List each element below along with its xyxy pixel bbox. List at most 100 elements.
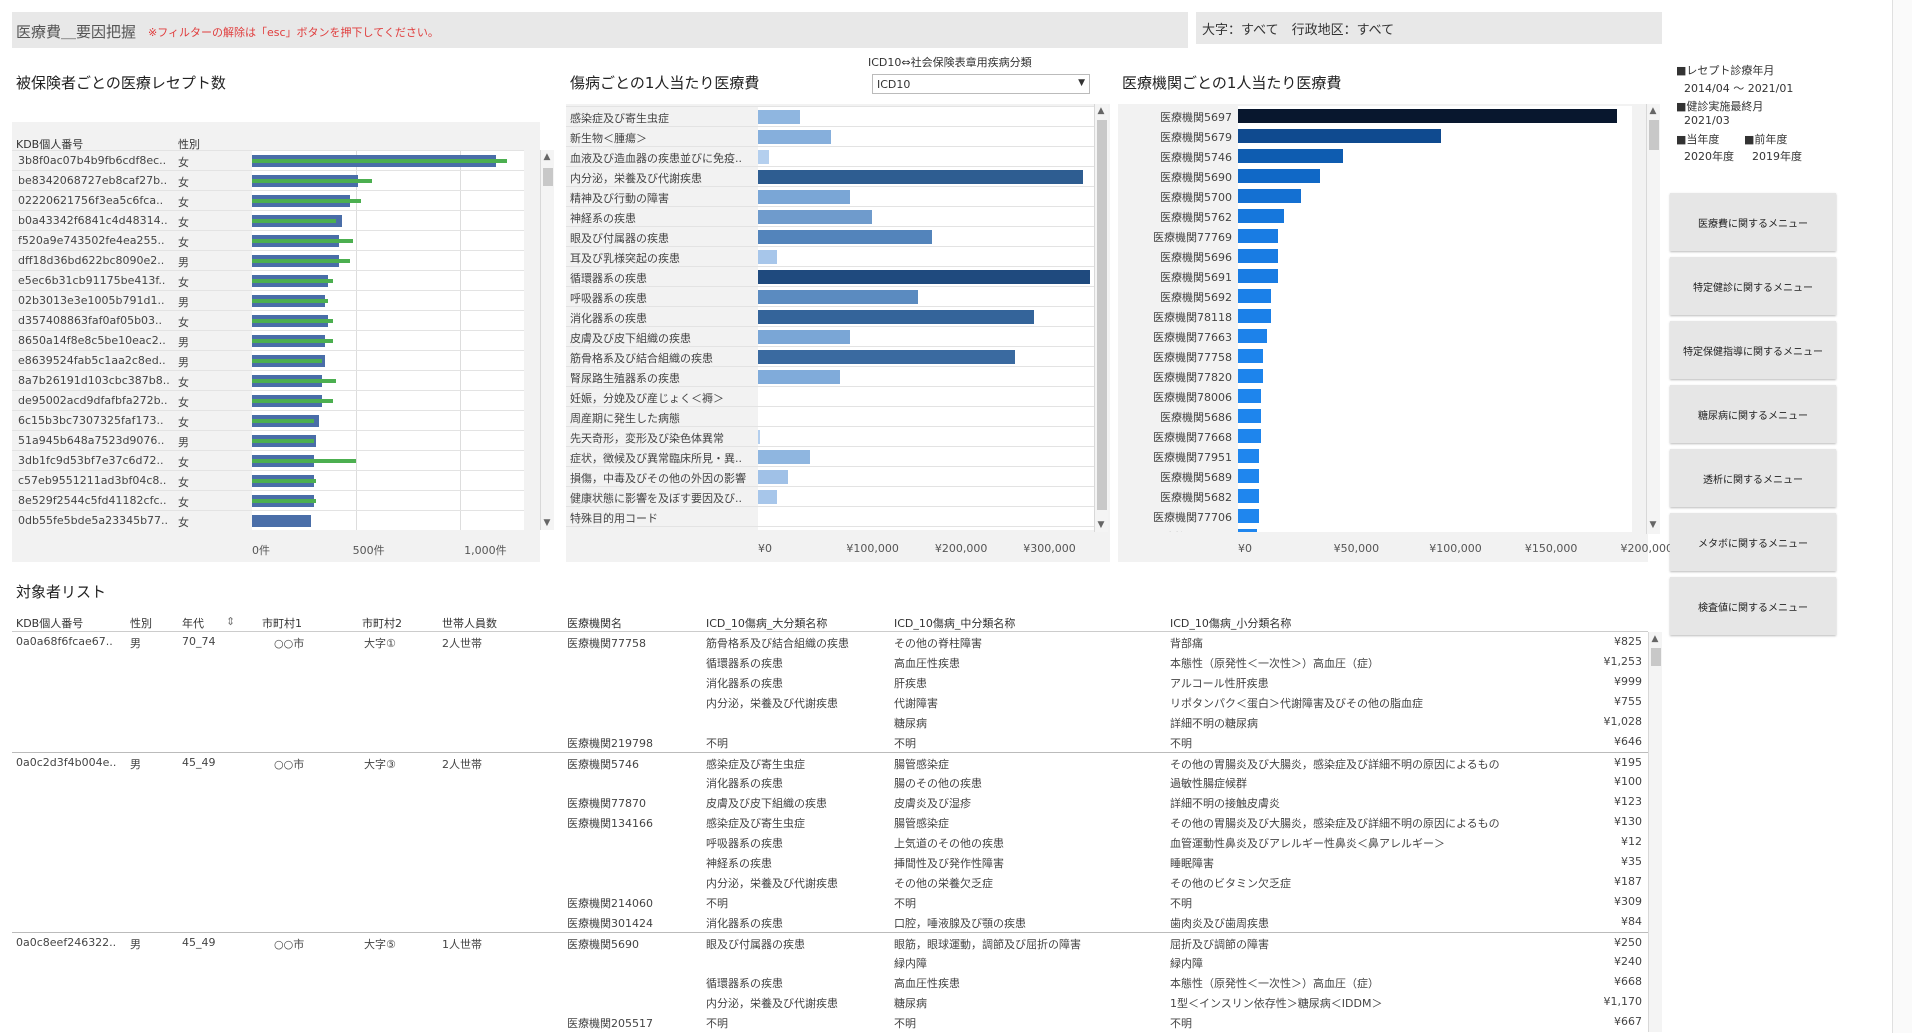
table-row[interactable]: 医療機関78076 bbox=[1118, 526, 1632, 532]
disease-label[interactable]: 眼及び付属器の疾患 bbox=[570, 232, 669, 245]
disease-cost-bar[interactable] bbox=[758, 250, 778, 264]
table-row[interactable]: 症状，徴候及び異常臨床所見・異.. bbox=[566, 446, 1094, 466]
institution-cost-bar[interactable] bbox=[1238, 149, 1344, 163]
disease-cost-bar[interactable] bbox=[758, 370, 841, 384]
disease-cost-bar[interactable] bbox=[758, 290, 919, 304]
table-row[interactable]: 呼吸器系の疾患 上気道のその他の疾患 血管運動性鼻炎及びアレルギー性鼻炎＜鼻アレルギ… bbox=[12, 832, 1648, 852]
reference-bar[interactable] bbox=[252, 239, 353, 243]
patient-id[interactable]: e5ec6b31cb91175be413f.. bbox=[18, 274, 166, 287]
disease-label[interactable]: 耳及び乳様突起の疾患 bbox=[570, 252, 680, 265]
institution-label[interactable]: 医療機関5692 bbox=[1160, 291, 1232, 304]
institution-cost-bar[interactable] bbox=[1238, 489, 1260, 503]
reference-bar[interactable] bbox=[252, 279, 334, 283]
institution-cost-bar[interactable] bbox=[1238, 509, 1260, 523]
table-row[interactable]: e8639524fab5c1aa2c8ed.. 男 bbox=[12, 350, 524, 370]
scroll-up-icon[interactable]: ▲ bbox=[1097, 106, 1105, 116]
table-row[interactable]: 新生物＜腫瘍＞ bbox=[566, 126, 1094, 146]
institution-label[interactable]: 医療機関78006 bbox=[1153, 391, 1232, 404]
table-row[interactable]: 糖尿病 詳細不明の糖尿病 ¥1,028 bbox=[12, 712, 1648, 732]
menu-button-dialysis[interactable]: 透析に関するメニュー bbox=[1670, 449, 1836, 507]
reference-bar[interactable] bbox=[252, 339, 334, 343]
table-row[interactable]: 医療機関5700 bbox=[1118, 186, 1632, 206]
table-row[interactable]: 医療機関219798 不明 不明 不明 ¥646 bbox=[12, 732, 1648, 752]
col-header-icd-major[interactable]: ICD_10傷病_大分類名称 bbox=[706, 617, 828, 630]
table-row[interactable]: f520a9e743502fe4ea255.. 女 bbox=[12, 230, 524, 250]
table-row[interactable]: 3b8f0ac07b4b9fb6cdf8ec.. 女 bbox=[12, 150, 524, 170]
table-row[interactable]: 医療機関5746 bbox=[1118, 146, 1632, 166]
sort-icon[interactable]: ⇕ bbox=[226, 615, 236, 628]
table-row[interactable]: d357408863faf0af05b03.. 女 bbox=[12, 310, 524, 330]
table-row[interactable]: 医療機関5686 bbox=[1118, 406, 1632, 426]
institution-label[interactable]: 医療機関5682 bbox=[1160, 491, 1232, 504]
institution-label[interactable]: 医療機関78118 bbox=[1153, 311, 1232, 324]
table-row[interactable]: 先天奇形，変形及び染色体異常 bbox=[566, 426, 1094, 446]
institution-label[interactable]: 医療機関77663 bbox=[1153, 331, 1232, 344]
institution-cost-bar[interactable] bbox=[1238, 469, 1260, 483]
institution-label[interactable]: 医療機関5696 bbox=[1160, 251, 1232, 264]
disease-label[interactable]: 消化器系の疾患 bbox=[570, 312, 647, 325]
chevron-down-icon[interactable]: ▼ bbox=[1078, 78, 1085, 88]
target-list-scrollbar[interactable]: ▲ bbox=[1648, 632, 1662, 1032]
disease-cost-bar[interactable] bbox=[758, 490, 777, 504]
table-row[interactable]: 3db1fc9d53bf7e37c6d72.. 女 bbox=[12, 450, 524, 470]
patient-id[interactable]: e8639524fab5c1aa2c8ed.. bbox=[18, 354, 166, 367]
institution-label[interactable]: 医療機関77706 bbox=[1153, 511, 1232, 524]
menu-button-health-guidance[interactable]: 特定保健指導に関するメニュー bbox=[1670, 321, 1836, 379]
disease-label[interactable]: 損傷，中毒及びその他の外因の影響 bbox=[570, 472, 746, 485]
institution-cost-bar[interactable] bbox=[1238, 309, 1271, 323]
table-row[interactable]: 循環器系の疾患 bbox=[566, 266, 1094, 286]
institution-cost-bar[interactable] bbox=[1238, 109, 1617, 123]
disease-cost-bar[interactable] bbox=[758, 470, 789, 484]
table-row[interactable]: 医療機関78118 bbox=[1118, 306, 1632, 326]
disease-label[interactable]: 感染症及び寄生虫症 bbox=[570, 112, 669, 125]
institution-label[interactable]: 医療機関5700 bbox=[1160, 191, 1232, 204]
reference-bar[interactable] bbox=[252, 199, 362, 203]
patient-id[interactable]: 8a7b26191d103cbc387b8.. bbox=[18, 374, 170, 387]
patient-id[interactable]: c57eb9551211ad3bf04c8.. bbox=[18, 474, 167, 487]
disease-label[interactable]: 皮膚及び皮下組織の疾患 bbox=[570, 332, 691, 345]
patient-id[interactable]: 51a945b648a7523d9076.. bbox=[18, 434, 165, 447]
table-row[interactable]: 内分泌，栄養及び代謝疾患 糖尿病 1型＜インスリン依存性＞糖尿病＜IDDM＞ ¥1,1… bbox=[12, 992, 1648, 1012]
scroll-thumb[interactable] bbox=[1097, 120, 1107, 510]
table-row[interactable]: 健康状態に影響を及ぼす要因及び.. bbox=[566, 486, 1094, 506]
institution-cost-bar[interactable] bbox=[1238, 269, 1279, 283]
table-row[interactable]: 医療機関77951 bbox=[1118, 446, 1632, 466]
institution-label[interactable]: 医療機関77820 bbox=[1153, 371, 1232, 384]
table-row[interactable]: 腎尿路生殖器系の疾患 bbox=[566, 366, 1094, 386]
table-row[interactable]: 医療機関77668 bbox=[1118, 426, 1632, 446]
table-row[interactable]: 医療機関301424 消化器系の疾患 口腔，唾液腺及び顎の疾患 歯肉炎及び歯周疾患 ¥8… bbox=[12, 912, 1648, 932]
disease-cost-bar[interactable] bbox=[758, 170, 1084, 184]
menu-button-diabetes[interactable]: 糖尿病に関するメニュー bbox=[1670, 385, 1836, 443]
disease-cost-bar[interactable] bbox=[758, 350, 1016, 364]
reference-bar[interactable] bbox=[252, 499, 317, 503]
disease-label[interactable]: 血液及び造血器の疾患並びに免疫.. bbox=[570, 152, 742, 165]
disease-cost-bar[interactable] bbox=[758, 270, 1091, 284]
table-row[interactable]: c57eb9551211ad3bf04c8.. 女 bbox=[12, 470, 524, 490]
table-row[interactable]: 医療機関78006 bbox=[1118, 386, 1632, 406]
disease-cost-bar[interactable] bbox=[758, 110, 801, 124]
institution-label[interactable]: 医療機関78076 bbox=[1118, 529, 1232, 532]
institution-cost-bar[interactable] bbox=[1238, 129, 1441, 143]
institution-label[interactable]: 医療機関77769 bbox=[1153, 231, 1232, 244]
table-row[interactable]: 0db55fe5bde5a23345b77.. 女 bbox=[12, 510, 524, 530]
institution-cost-bar[interactable] bbox=[1238, 369, 1263, 383]
patient-id[interactable]: 02b3013e3e1005b791d1.. bbox=[18, 294, 165, 307]
table-row[interactable]: 医療機関5690 bbox=[1118, 166, 1632, 186]
disease-label[interactable]: 精神及び行動の障害 bbox=[570, 192, 669, 205]
table-row[interactable]: 医療機関77706 bbox=[1118, 506, 1632, 526]
scroll-down-icon[interactable]: ▼ bbox=[1649, 520, 1657, 530]
disease-list-scrollbar[interactable]: ▲ ▼ bbox=[1094, 104, 1108, 532]
institution-label[interactable]: 医療機関5689 bbox=[1160, 471, 1232, 484]
receipt-bar[interactable] bbox=[252, 515, 311, 527]
disease-label[interactable]: 腎尿路生殖器系の疾患 bbox=[570, 372, 680, 385]
table-row[interactable]: 消化器系の疾患 肝疾患 アルコール性肝疾患 ¥999 bbox=[12, 672, 1648, 692]
col-header-city1[interactable]: 市町村1 bbox=[262, 617, 302, 630]
table-row[interactable]: be8342068727eb8caf27b.. 女 bbox=[12, 170, 524, 190]
patient-id[interactable]: 3db1fc9d53bf7e37c6d72.. bbox=[18, 454, 164, 467]
table-row[interactable]: 緑内障 緑内障 ¥240 bbox=[12, 952, 1648, 972]
institution-cost-bar[interactable] bbox=[1238, 529, 1258, 532]
patient-id[interactable]: de95002acd9dfafbfa272b.. bbox=[18, 394, 168, 407]
patient-id[interactable]: f520a9e743502fe4ea255.. bbox=[18, 234, 165, 247]
table-row[interactable]: 周産期に発生した病態 bbox=[566, 406, 1094, 426]
disease-label[interactable]: 内分泌，栄養及び代謝疾患 bbox=[570, 172, 702, 185]
